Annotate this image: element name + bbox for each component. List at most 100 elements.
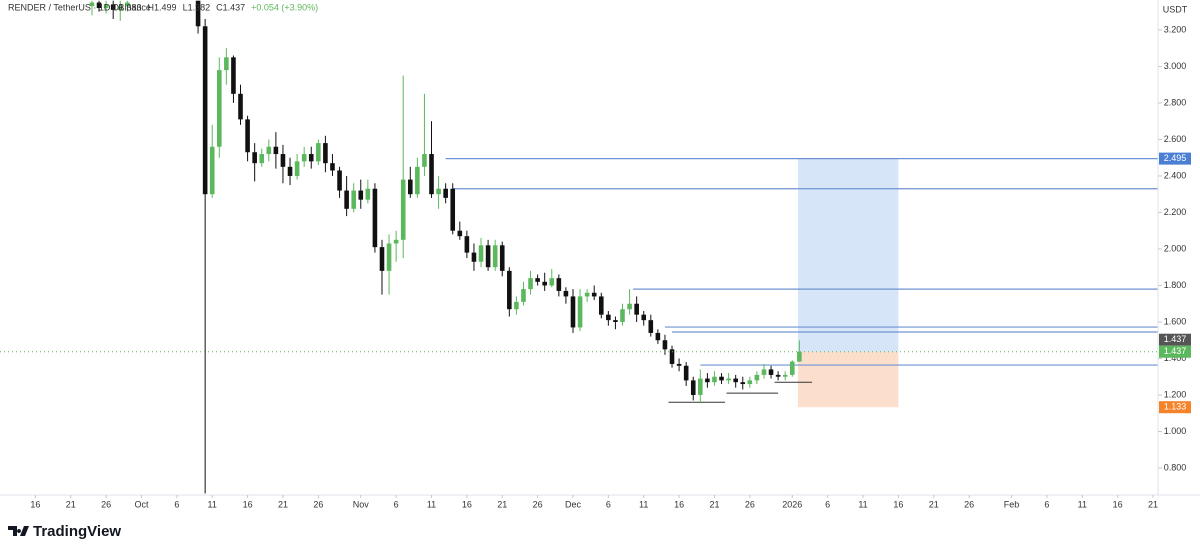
- x-tick-label: Nov: [353, 499, 370, 509]
- axis-unit: USDT: [1163, 4, 1188, 14]
- candle-body: [450, 188, 456, 231]
- candle-body: [429, 154, 434, 195]
- x-tick-label: 6: [1044, 499, 1049, 509]
- candle-body: [705, 378, 710, 383]
- x-tick-label: 26: [313, 499, 323, 509]
- candle-body: [761, 369, 767, 375]
- candle-body: [712, 376, 717, 383]
- candle-body: [464, 236, 470, 253]
- candle-body: [499, 245, 505, 271]
- candle-body: [245, 119, 250, 153]
- ohlc-value: +0.054 (+3.90%): [251, 2, 318, 12]
- candle-body: [613, 320, 618, 322]
- candle-body: [238, 93, 243, 120]
- x-tick-label: Dec: [565, 499, 582, 509]
- y-tick-label: 2.600: [1164, 134, 1187, 144]
- candle-body: [514, 301, 519, 310]
- candle-body: [379, 247, 385, 271]
- candle-body: [400, 179, 406, 240]
- x-tick-label: 11: [427, 499, 436, 509]
- candle-body: [471, 252, 477, 262]
- x-tick-label: 16: [893, 499, 903, 509]
- candle-body: [754, 374, 760, 381]
- candle-body: [287, 166, 293, 176]
- y-tick-label: 1.200: [1164, 389, 1187, 399]
- y-tick-label: 1.400: [1164, 353, 1187, 363]
- x-tick-label: 16: [462, 499, 472, 509]
- candle-body: [216, 70, 222, 147]
- candle-body: [301, 154, 307, 162]
- symbol-title: RENDER / TetherUS · 1D · Binance: [8, 2, 151, 12]
- stop-price-label: 1.133: [1164, 402, 1187, 412]
- candle-body: [690, 380, 696, 395]
- candle-body: [316, 143, 321, 162]
- x-tick-label: 26: [101, 499, 111, 509]
- x-tick-label: 26: [533, 499, 543, 509]
- candle-body: [422, 154, 427, 167]
- x-tick-label: 21: [1148, 499, 1158, 509]
- y-tick-label: 2.400: [1164, 170, 1187, 180]
- candle-body: [655, 332, 661, 341]
- y-tick-label: 1.800: [1164, 280, 1187, 290]
- x-tick-label: Oct: [134, 499, 149, 509]
- x-tick-label: 6: [825, 499, 830, 509]
- candle-body: [323, 143, 328, 164]
- last-price-label-box: [1159, 345, 1191, 358]
- x-tick-label: 21: [278, 499, 288, 509]
- candle-body: [231, 57, 236, 94]
- x-tick-label: 16: [674, 499, 684, 509]
- candle-body: [372, 188, 378, 248]
- x-tick-label: 6: [174, 499, 179, 509]
- candle-body: [535, 278, 540, 282]
- position-target-zone: [797, 158, 899, 352]
- candle-body: [768, 369, 774, 375]
- candle-body: [386, 243, 392, 271]
- candle-body: [797, 351, 802, 362]
- candle-body: [259, 154, 265, 164]
- last-price-label: 1.437: [1164, 346, 1187, 356]
- y-tick-label: 1.600: [1164, 316, 1187, 326]
- stop-price-label-box: [1159, 401, 1191, 414]
- x-tick-label: 21: [929, 499, 939, 509]
- position-stop-zone: [797, 351, 899, 408]
- candle-body: [598, 296, 604, 315]
- candle-body: [719, 376, 724, 381]
- candle-body: [577, 296, 583, 328]
- candle-body: [627, 303, 632, 310]
- candle-body: [195, 0, 201, 27]
- candle-body: [280, 154, 286, 167]
- candle-body: [415, 166, 420, 195]
- candle-body: [202, 26, 208, 195]
- x-tick-label: 11: [1078, 499, 1087, 509]
- candle-body: [89, 2, 95, 7]
- candle-body: [747, 380, 753, 385]
- ohlc-value: C1.437: [216, 2, 245, 12]
- candle-body: [634, 303, 639, 315]
- x-tick-label: 2026: [782, 499, 802, 509]
- candle-body: [478, 245, 484, 262]
- candle-body: [676, 363, 682, 366]
- candle-body: [570, 296, 576, 328]
- candle-body: [443, 188, 448, 198]
- target-price-label: 2.495: [1164, 153, 1187, 163]
- candle-body: [740, 382, 746, 385]
- x-tick-label: 16: [1113, 499, 1123, 509]
- x-tick-label: 6: [606, 499, 611, 509]
- plot-area: [0, 0, 1158, 494]
- y-tick-label: 0.800: [1164, 462, 1187, 472]
- candle-body: [782, 374, 788, 377]
- y-tick-label: 3.000: [1164, 61, 1187, 71]
- ohlc-value: O1.383: [112, 2, 142, 12]
- candle-body: [330, 163, 335, 171]
- candle-body: [669, 349, 675, 364]
- y-tick-label: 2.000: [1164, 243, 1187, 253]
- candle-body: [209, 146, 215, 195]
- x-tick-label: 26: [745, 499, 755, 509]
- candle-body: [641, 314, 647, 321]
- candle-body: [563, 290, 569, 297]
- candle-body: [294, 161, 300, 176]
- candle-body: [125, 2, 130, 7]
- y-tick-label: 2.800: [1164, 97, 1187, 107]
